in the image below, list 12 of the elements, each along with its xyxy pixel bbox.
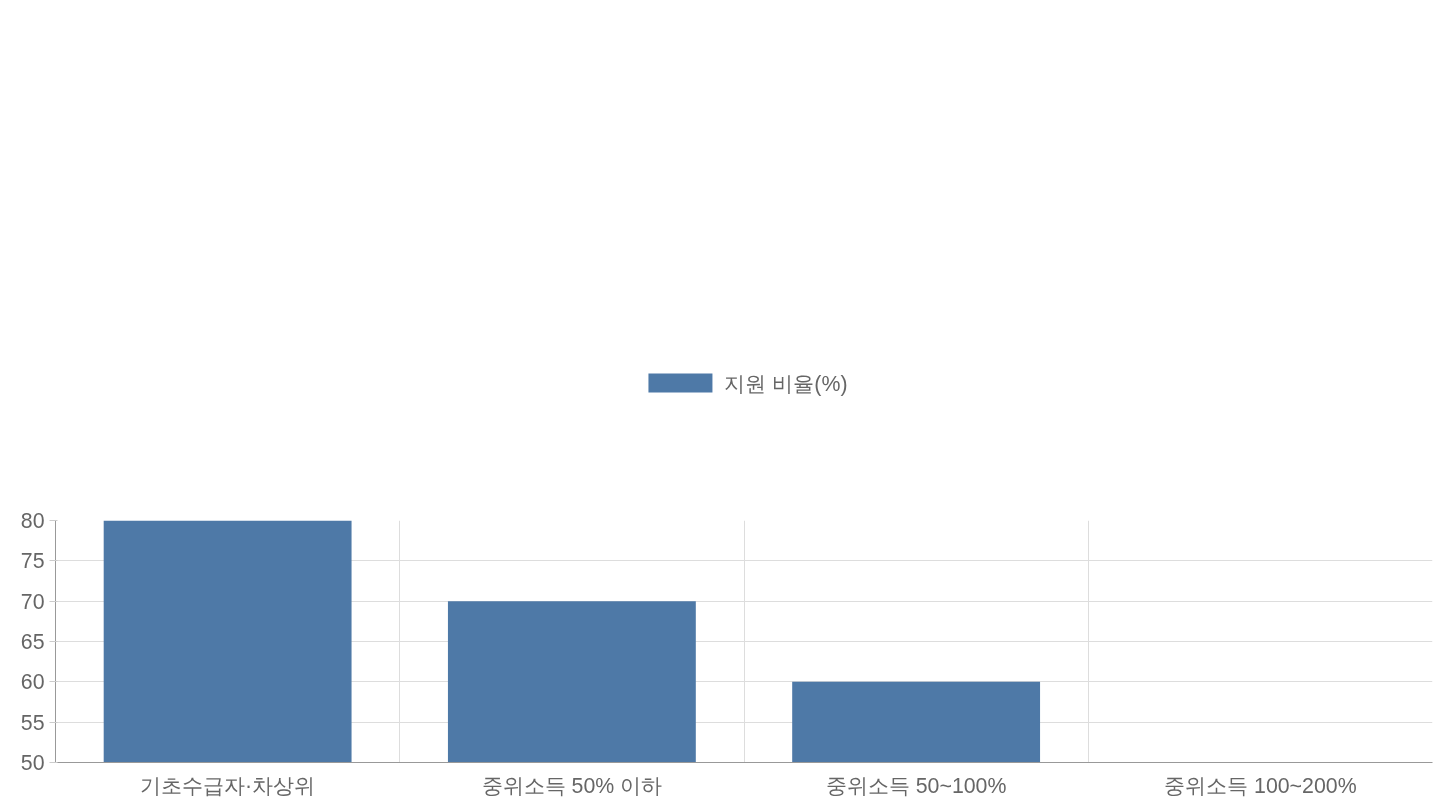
y-tick-label: 65 <box>20 630 45 654</box>
y-tick-label: 50 <box>20 751 45 775</box>
x-tick-label: 중위소득 100~200% <box>1164 773 1357 798</box>
y-tick-label: 60 <box>20 670 45 695</box>
x-tick-label: 중위소득 50~100% <box>825 773 1007 798</box>
legend-label: 지원 비율(%) <box>724 370 848 398</box>
x-tick-label: 기초수급자·차상위 <box>140 773 316 798</box>
y-tick-label: 70 <box>20 589 45 614</box>
y-tick-label: 80 <box>20 509 45 533</box>
y-tick-label: 55 <box>20 710 45 735</box>
x-tick-label: 중위소득 50% 이하 <box>481 773 663 798</box>
y-tick-label: 75 <box>20 549 45 574</box>
